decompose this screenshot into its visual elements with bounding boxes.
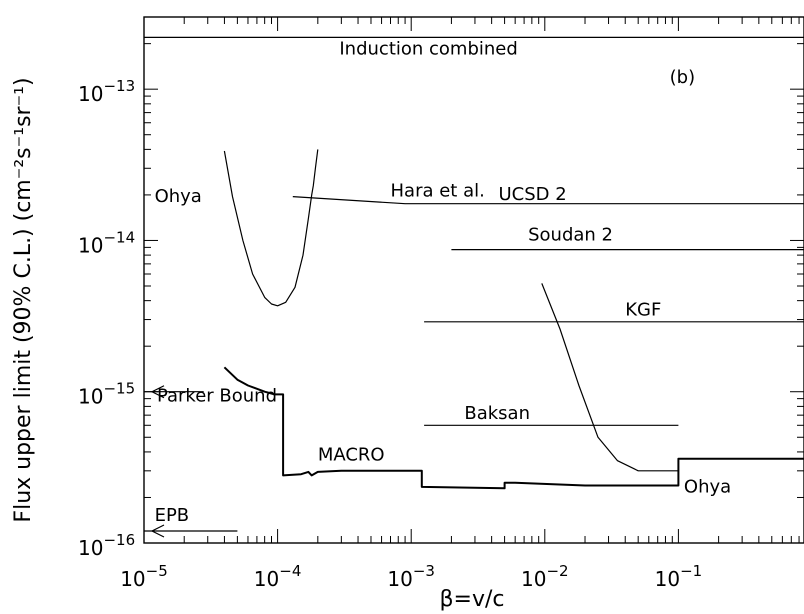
- annotation: Hara et al.: [391, 181, 485, 202]
- y-axis-label: Flux upper limit (90% C.L.) (cm⁻²s⁻¹sr⁻¹…: [11, 77, 36, 522]
- y-tick-label: 10−14: [78, 228, 135, 257]
- annotation: Ohya: [155, 186, 202, 207]
- y-tick-label: 10−16: [78, 531, 135, 560]
- x-tick-label: 10−1: [655, 562, 703, 591]
- arrow-heads: [150, 385, 165, 538]
- series-hara-et-al-ucsd-2-2: [292, 196, 804, 205]
- annotation: Ohya: [684, 477, 731, 498]
- y-tick-label: 10−13: [78, 77, 135, 106]
- series-ohya-1: [223, 149, 319, 307]
- annotations: Induction combined (b) Ohya Hara et al. UCSD…: [155, 38, 732, 526]
- x-tick-label: 10−2: [521, 562, 569, 591]
- y-tick-label: 10−15: [78, 380, 135, 409]
- annotation: Induction combined: [339, 38, 517, 59]
- arrow-head: [150, 385, 165, 399]
- x-tick-label: 10−5: [120, 562, 168, 591]
- x-tick-label: 10−3: [387, 562, 435, 591]
- series-macro-6: [223, 366, 804, 490]
- arrow-head: [150, 524, 165, 538]
- annotation: KGF: [625, 299, 661, 320]
- plot-frame: [143, 16, 804, 544]
- annotation: Baksan: [464, 403, 530, 424]
- series-ohya-7: [541, 283, 680, 472]
- annotation: (b): [670, 67, 695, 88]
- tick-marks: [143, 17, 804, 544]
- annotation: EPB: [155, 505, 190, 526]
- annotation: Parker Bound: [157, 386, 277, 407]
- annotation: Soudan 2: [528, 224, 613, 245]
- annotation: UCSD 2: [498, 184, 566, 205]
- series-layer: [144, 36, 804, 532]
- x-axis-label: β=v/c: [439, 587, 504, 612]
- x-tick-label: 10−4: [254, 562, 302, 591]
- annotation: MACRO: [318, 445, 385, 466]
